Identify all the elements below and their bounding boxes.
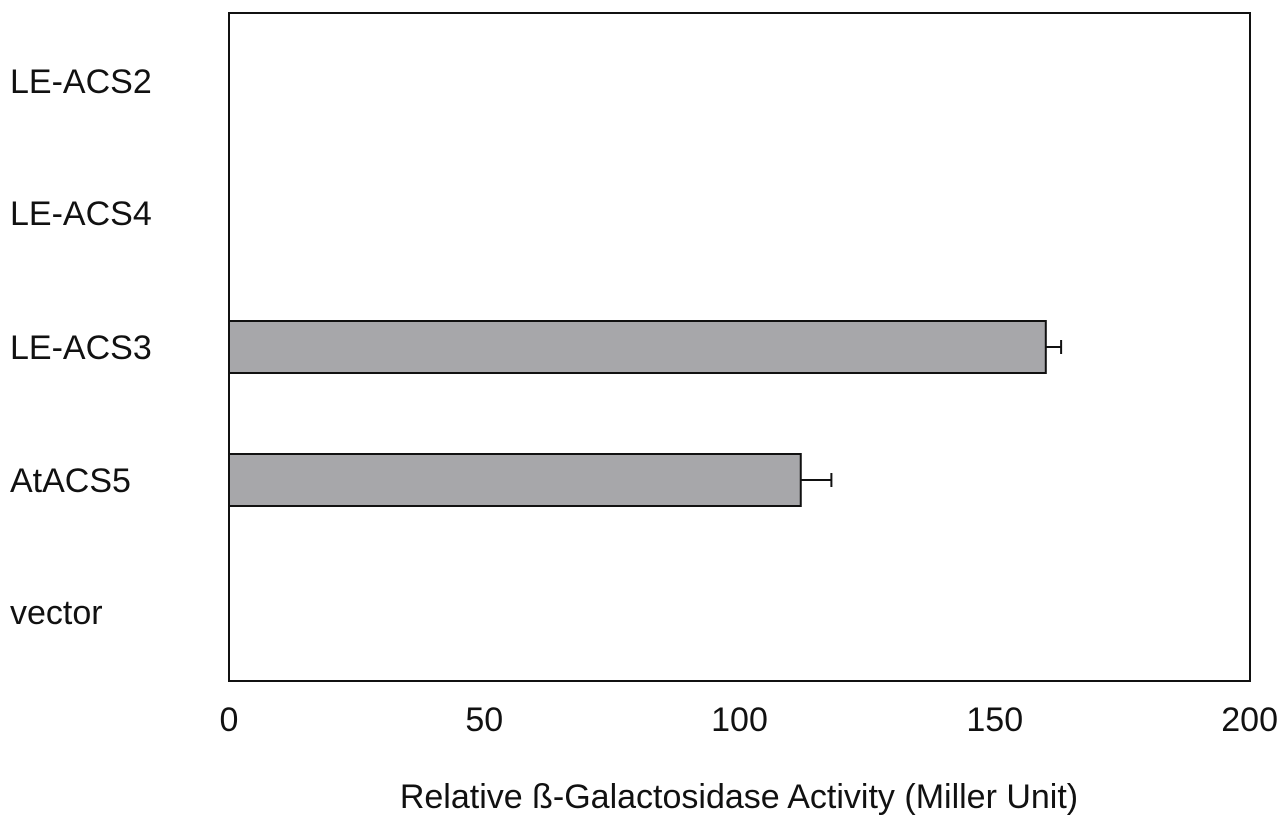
x-tick-label-150: 150 xyxy=(966,701,1023,739)
x-axis-title: Relative ß-Galactosidase Activity (Mille… xyxy=(400,778,1078,816)
plot-frame xyxy=(228,12,1251,682)
error-bar-le-acs3 xyxy=(1045,340,1063,354)
x-tick-label-100: 100 xyxy=(711,701,768,739)
error-bars-layer xyxy=(800,340,1063,487)
bar-atacs5 xyxy=(228,453,802,507)
x-tick-labels: 0 50 100 150 200 xyxy=(220,701,1278,739)
x-tick-label-50: 50 xyxy=(465,701,503,739)
category-label-le-acs4: LE-ACS4 xyxy=(10,195,152,233)
x-tick-label-200: 200 xyxy=(1221,701,1278,739)
bars-layer xyxy=(228,320,1047,507)
bar-le-acs3 xyxy=(228,320,1047,374)
category-label-atacs5: AtACS5 xyxy=(10,462,131,500)
category-labels: LE-ACS2 LE-ACS4 LE-ACS3 AtACS5 vector xyxy=(10,63,152,632)
category-label-le-acs3: LE-ACS3 xyxy=(10,329,152,367)
category-label-le-acs2: LE-ACS2 xyxy=(10,63,152,101)
x-tick-label-0: 0 xyxy=(220,701,239,739)
error-bar-atacs5 xyxy=(800,473,833,487)
category-label-vector: vector xyxy=(10,594,103,632)
